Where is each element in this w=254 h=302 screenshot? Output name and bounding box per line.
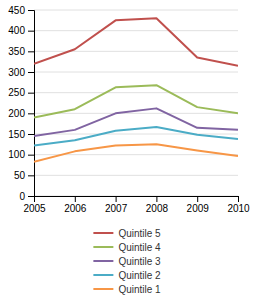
grid-line bbox=[34, 51, 238, 52]
tick-label: 2008 bbox=[146, 203, 169, 214]
tick: 250 bbox=[8, 87, 34, 98]
tick-mark bbox=[156, 196, 157, 202]
legend-item: Quintile 4 bbox=[93, 242, 161, 253]
tick-mark bbox=[28, 93, 34, 94]
series-line bbox=[34, 144, 238, 161]
tick-label: 450 bbox=[8, 5, 25, 16]
tick-label: 200 bbox=[8, 108, 25, 119]
x-axis: 2005 2006 2007 2008 2009 2010 bbox=[23, 196, 250, 214]
grid-line bbox=[34, 92, 238, 93]
legend-item: Quintile 3 bbox=[93, 256, 161, 267]
tick-label: 300 bbox=[8, 67, 25, 78]
tick-mark bbox=[28, 31, 34, 32]
grid-line bbox=[34, 113, 238, 114]
grid-line bbox=[34, 72, 238, 73]
tick: 150 bbox=[8, 129, 34, 140]
tick-mark bbox=[28, 51, 34, 52]
tick: 2005 bbox=[23, 196, 46, 214]
legend-swatch bbox=[93, 288, 113, 290]
tick-label: 150 bbox=[8, 129, 25, 140]
tick-mark bbox=[28, 155, 34, 156]
legend-swatch bbox=[93, 232, 113, 234]
legend-item: Quintile 5 bbox=[93, 228, 161, 239]
series-line bbox=[34, 108, 238, 136]
tick: 450 bbox=[8, 5, 34, 16]
tick-label: 0 bbox=[19, 191, 25, 202]
tick: 2008 bbox=[146, 196, 169, 214]
series-group bbox=[34, 18, 238, 161]
tick-label: 250 bbox=[8, 87, 25, 98]
tick: 2009 bbox=[187, 196, 210, 214]
tick-label: 100 bbox=[8, 149, 25, 160]
tick-label: 350 bbox=[8, 46, 25, 57]
series-line bbox=[34, 85, 238, 117]
tick-mark bbox=[28, 10, 34, 11]
legend: Quintile 5 Quintile 4 Quintile 3 Quintile 2… bbox=[93, 228, 161, 295]
tick-label: 2010 bbox=[227, 203, 250, 214]
plot-area: 2005 2006 2007 2008 2009 2010 0 50 100 150 200 250 3… bbox=[8, 5, 250, 214]
tick-mark bbox=[116, 196, 117, 202]
axis-line bbox=[35, 197, 239, 203]
tick-label: 2007 bbox=[105, 203, 128, 214]
series-line bbox=[34, 18, 238, 66]
series-line bbox=[34, 127, 238, 146]
tick-mark bbox=[28, 113, 34, 114]
tick: 400 bbox=[8, 25, 34, 36]
tick: 200 bbox=[8, 108, 34, 119]
tick: 300 bbox=[8, 67, 34, 78]
tick-label: 400 bbox=[8, 25, 25, 36]
tick-mark bbox=[28, 175, 34, 176]
legend-label: Quintile 2 bbox=[118, 270, 161, 281]
legend-label: Quintile 4 bbox=[118, 242, 161, 253]
tick-mark bbox=[28, 72, 34, 73]
legend-label: Quintile 1 bbox=[118, 284, 161, 295]
grid bbox=[34, 10, 238, 196]
tick-mark bbox=[238, 196, 239, 202]
tick: 2006 bbox=[64, 196, 87, 214]
tick-mark bbox=[75, 196, 76, 202]
legend-label: Quintile 5 bbox=[118, 228, 161, 239]
legend-swatch bbox=[93, 260, 113, 262]
chart: 2005 2006 2007 2008 2009 2010 0 50 100 150 200 250 3… bbox=[0, 0, 254, 302]
tick-mark bbox=[28, 196, 34, 197]
axis-line bbox=[28, 11, 35, 197]
grid-line bbox=[34, 175, 238, 176]
tick: 100 bbox=[8, 149, 34, 160]
tick: 50 bbox=[14, 170, 34, 181]
legend-swatch bbox=[93, 274, 113, 276]
tick: 350 bbox=[8, 46, 34, 57]
tick-mark bbox=[197, 196, 198, 202]
tick: 0 bbox=[19, 191, 34, 202]
legend-label: Quintile 3 bbox=[118, 256, 161, 267]
tick-label: 50 bbox=[14, 170, 26, 181]
grid-line bbox=[34, 10, 238, 11]
tick-label: 2009 bbox=[187, 203, 210, 214]
y-axis: 0 50 100 150 200 250 300 350 400 450 bbox=[8, 5, 34, 202]
grid-line bbox=[34, 134, 238, 135]
tick: 2007 bbox=[105, 196, 128, 214]
tick: 2010 bbox=[227, 196, 250, 214]
tick-mark bbox=[28, 134, 34, 135]
legend-item: Quintile 1 bbox=[93, 284, 161, 295]
legend-swatch bbox=[93, 246, 113, 248]
tick-label: 2006 bbox=[64, 203, 87, 214]
legend-item: Quintile 2 bbox=[93, 270, 161, 281]
grid-line bbox=[34, 30, 238, 31]
tick-label: 2005 bbox=[23, 203, 46, 214]
